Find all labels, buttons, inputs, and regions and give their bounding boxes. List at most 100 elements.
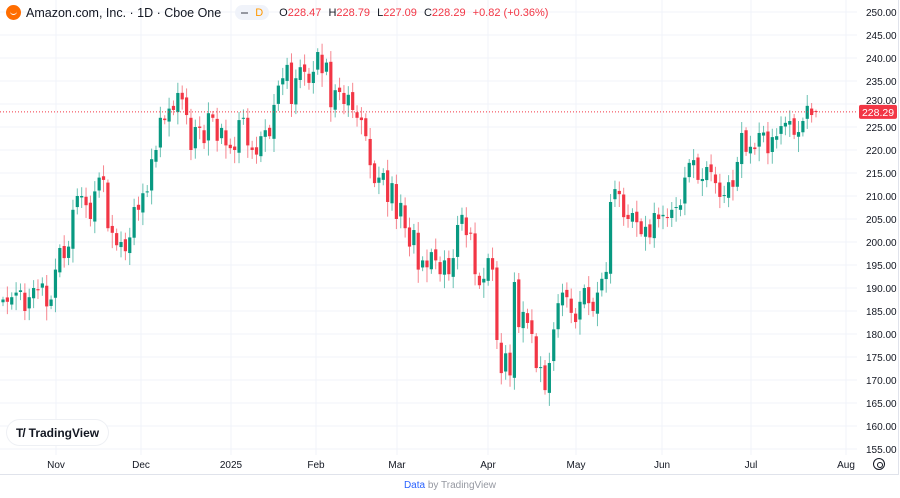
- candle-up: [241, 117, 246, 119]
- candle-up: [31, 288, 36, 299]
- tradingview-mark-icon: T/: [16, 425, 26, 440]
- candle-up: [779, 126, 783, 134]
- candle-down: [416, 232, 420, 270]
- candle-down: [351, 92, 355, 110]
- candle-up: [49, 299, 53, 306]
- footer-attribution: Data by TradingView: [0, 480, 900, 491]
- candlestick-chart[interactable]: 250.00 245.00 240.00 235.00 230.00 225.00 220.…: [0, 0, 900, 476]
- candle-up: [705, 167, 709, 181]
- candle-up: [167, 108, 171, 122]
- candle-up: [796, 132, 801, 137]
- candle-down: [499, 342, 503, 374]
- candle-down: [163, 118, 167, 121]
- candle-down: [215, 118, 219, 141]
- candle-up: [158, 117, 162, 148]
- amazon-logo-icon: [6, 5, 21, 20]
- candle-up: [93, 191, 97, 222]
- price-axis: 250.00 245.00 240.00 235.00 230.00 225.00 220.…: [866, 8, 897, 456]
- candle-down: [617, 190, 621, 195]
- candle-down: [569, 298, 573, 313]
- candle-up: [740, 132, 744, 165]
- open-value: 228.47: [287, 6, 322, 19]
- candle-down: [359, 117, 364, 121]
- candle-down: [62, 246, 66, 259]
- candle-down: [189, 117, 193, 150]
- price-tick-label: 210.00: [866, 192, 897, 203]
- dash-icon: [241, 11, 249, 14]
- time-tick-label: Jun: [654, 460, 670, 471]
- candle-up: [643, 226, 648, 237]
- candle-down: [355, 112, 359, 118]
- market-status-badge[interactable]: D: [235, 5, 270, 20]
- candle-down: [202, 130, 206, 144]
- candle-down: [525, 313, 530, 323]
- candle-up: [399, 202, 403, 217]
- candle-up: [451, 258, 455, 277]
- candle-down: [438, 262, 442, 275]
- candle-down: [320, 54, 324, 74]
- candle-up: [150, 159, 154, 191]
- candle-down: [657, 214, 661, 219]
- candle-down: [171, 105, 176, 110]
- high-value: 228.79: [336, 6, 371, 19]
- candle-up: [692, 160, 696, 166]
- candle-down: [184, 97, 189, 116]
- candle-down: [136, 204, 141, 210]
- candle-up: [14, 292, 18, 296]
- candle-down: [45, 285, 49, 307]
- candle-down: [591, 301, 595, 311]
- candle-up: [128, 237, 132, 254]
- candle-up: [263, 130, 267, 137]
- candle-up: [75, 196, 79, 208]
- settings-gear-icon[interactable]: [873, 458, 885, 470]
- candle-up: [206, 113, 211, 141]
- candle-down: [228, 144, 232, 149]
- candle-up: [276, 85, 280, 104]
- candle-down: [368, 138, 372, 166]
- data-link[interactable]: Data: [403, 480, 426, 491]
- candle-up: [608, 201, 613, 274]
- candle-down: [447, 258, 451, 275]
- candle-down: [425, 260, 429, 268]
- candle-up: [455, 224, 460, 257]
- candle-down: [517, 279, 521, 328]
- candle-up: [722, 195, 726, 197]
- candle-down: [622, 194, 626, 218]
- candle-up: [556, 303, 560, 330]
- last-price-badge: [859, 104, 897, 119]
- candle-down: [530, 320, 534, 334]
- candle-up: [539, 367, 543, 369]
- ohlc-values: O228.47 H228.79 L227.09 C228.29 +0.82 (+…: [279, 7, 548, 19]
- candle-down: [490, 258, 495, 270]
- candle-up: [726, 182, 731, 198]
- candle-up: [442, 260, 447, 275]
- candle-up: [176, 92, 180, 113]
- candle-up: [582, 288, 586, 305]
- candle-up: [547, 362, 551, 393]
- candle-down: [469, 232, 473, 234]
- candle-up: [377, 177, 381, 183]
- candle-up: [58, 247, 62, 273]
- candle-down: [648, 224, 652, 238]
- candle-up: [346, 94, 350, 106]
- symbol-title[interactable]: Amazon.com, Inc. · 1D · Cboe One: [26, 5, 222, 20]
- price-tick-label: 155.00: [866, 445, 897, 456]
- price-tick-label: 220.00: [866, 146, 897, 157]
- price-tick-label: 200.00: [866, 238, 897, 249]
- candle-down: [106, 182, 110, 229]
- candle-up: [429, 252, 433, 270]
- price-tick-label: 230.00: [866, 96, 897, 107]
- candle-up: [788, 121, 792, 125]
- candle-up: [560, 292, 565, 306]
- candle-down: [307, 73, 311, 83]
- candle-up: [613, 189, 617, 200]
- tradingview-logo[interactable]: T/ TradingView: [7, 420, 109, 445]
- price-tick-label: 185.00: [866, 307, 897, 318]
- candle-up: [40, 283, 44, 288]
- candle-down: [639, 221, 643, 235]
- candle-down: [626, 214, 630, 219]
- candle-down: [635, 211, 639, 223]
- candle-up: [294, 78, 298, 105]
- candle-up: [775, 136, 779, 140]
- candle-down: [110, 225, 114, 233]
